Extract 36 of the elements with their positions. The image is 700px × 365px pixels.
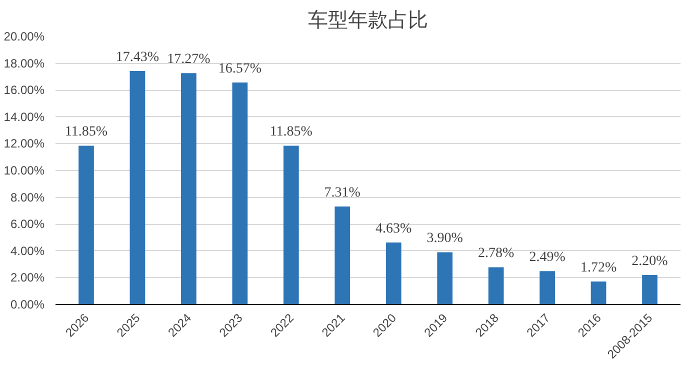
y-tick-label: 2.00% xyxy=(10,270,45,285)
y-tick-label: 8.00% xyxy=(10,190,45,204)
data-label: 16.57% xyxy=(218,61,262,76)
data-label: 2.49% xyxy=(529,250,566,266)
data-label: 17.43% xyxy=(116,50,160,65)
bar xyxy=(590,281,606,304)
bar xyxy=(437,252,453,304)
y-tick-label: 10.00% xyxy=(4,164,45,178)
bar xyxy=(488,267,504,304)
y-tick-label: 16.00% xyxy=(4,83,45,98)
bar xyxy=(386,242,402,304)
y-tick-label: 4.00% xyxy=(10,244,45,258)
y-tick-label: 20.00% xyxy=(4,30,45,44)
bar xyxy=(181,73,196,304)
data-label: 1.72% xyxy=(580,260,617,276)
bar xyxy=(642,275,658,304)
bar xyxy=(334,206,350,304)
data-label: 3.90% xyxy=(426,231,464,246)
data-label: 7.31% xyxy=(324,186,361,201)
bar xyxy=(130,70,146,304)
chart-title: 车型年款占比 xyxy=(308,8,428,32)
y-tick-label: 12.00% xyxy=(4,136,45,151)
data-label: 11.85% xyxy=(64,124,108,140)
data-label: 17.27% xyxy=(167,52,211,68)
bar xyxy=(78,146,94,304)
data-label: 11.85% xyxy=(270,124,313,140)
bar xyxy=(540,271,555,304)
data-label: 4.63% xyxy=(376,221,412,236)
y-tick-label: 0.00% xyxy=(10,298,45,312)
data-label: 2.78% xyxy=(478,246,514,262)
y-tick-label: 6.00% xyxy=(10,217,45,232)
y-tick-label: 18.00% xyxy=(4,56,45,70)
y-tick-label: 14.00% xyxy=(4,110,45,124)
bar xyxy=(283,146,299,304)
bar xyxy=(232,82,248,304)
data-label: 2.20% xyxy=(632,254,668,270)
